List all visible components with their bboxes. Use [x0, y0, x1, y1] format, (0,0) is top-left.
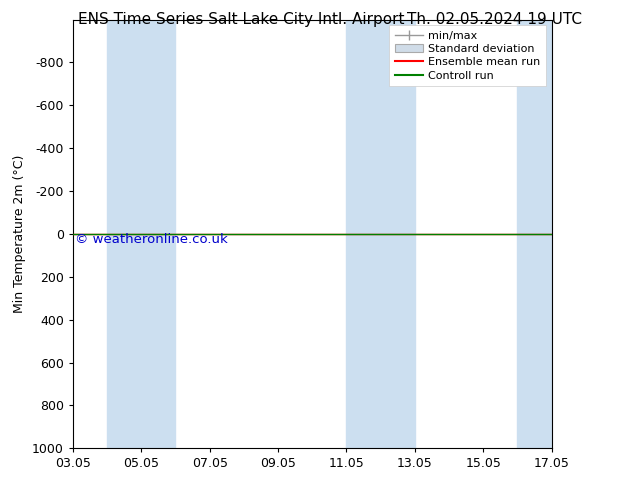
Bar [517, 20, 552, 448]
Text: Th. 02.05.2024 19 UTC: Th. 02.05.2024 19 UTC [407, 12, 582, 27]
Y-axis label: Min Temperature 2m (°C): Min Temperature 2m (°C) [13, 155, 27, 313]
Text: ENS Time Series Salt Lake City Intl. Airport: ENS Time Series Salt Lake City Intl. Air… [78, 12, 404, 27]
Bar [346, 20, 415, 448]
Text: © weatheronline.co.uk: © weatheronline.co.uk [75, 233, 228, 246]
Bar [107, 20, 176, 448]
Legend: min/max, Standard deviation, Ensemble mean run, Controll run: min/max, Standard deviation, Ensemble me… [389, 25, 546, 86]
